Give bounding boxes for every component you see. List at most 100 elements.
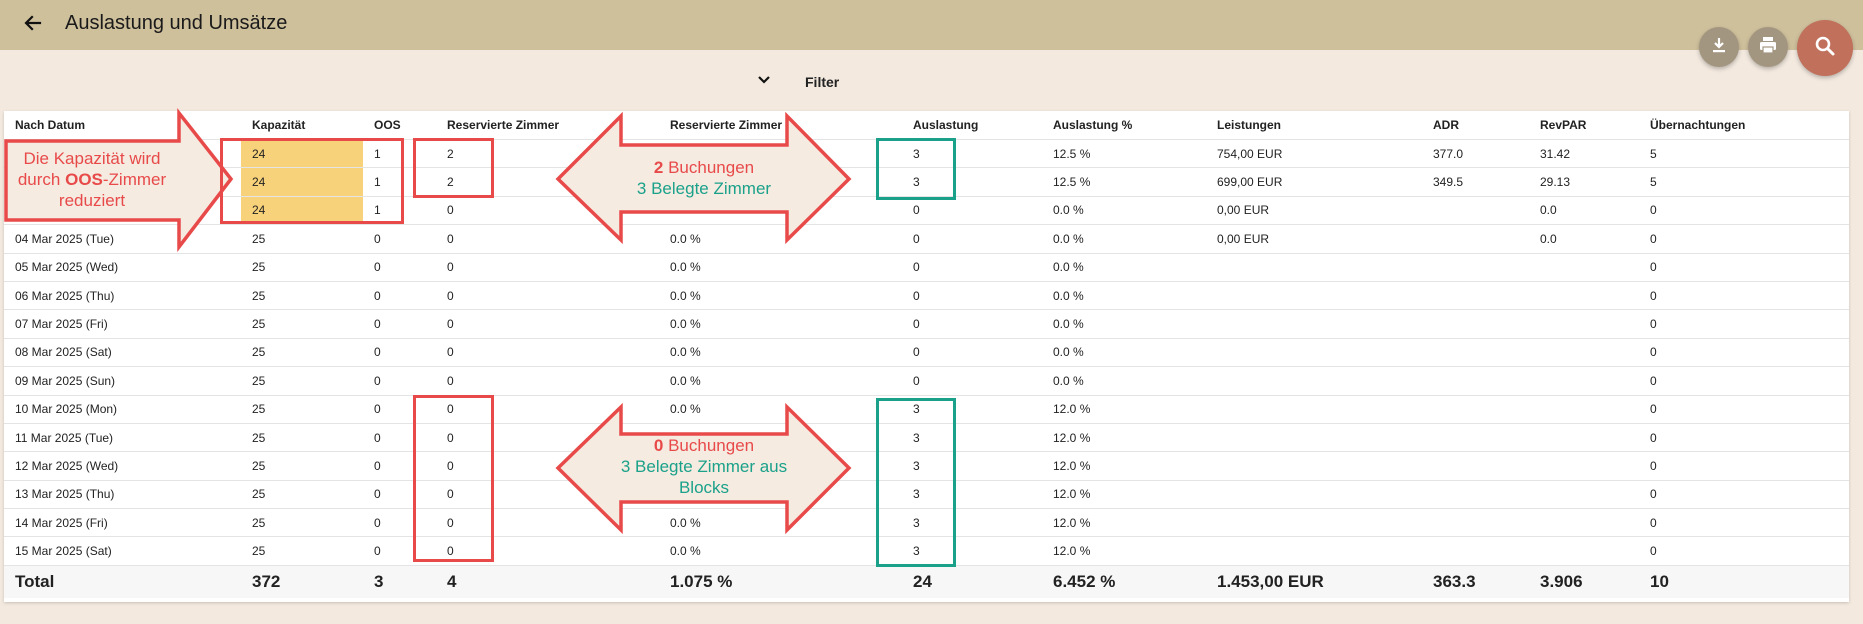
table-cell — [1422, 536, 1529, 566]
table-cell: 15 Mar 2025 (Sat) — [4, 536, 241, 566]
table-cell: 08 Mar 2025 (Sat) — [4, 338, 241, 368]
capacity-note: Die Kapazität wird durch OOS-Zimmer redu… — [17, 149, 167, 210]
total-cell: 4 — [436, 565, 659, 598]
table-cell: 0.0 % — [1042, 224, 1206, 254]
table-row: 07 Mar 2025 (Fri) 25 0 0 0.0 % 0 0.0 % 0 — [4, 309, 1849, 339]
table-cell — [1206, 451, 1422, 481]
table-cell: 0 — [1639, 366, 1849, 396]
table-cell — [1422, 395, 1529, 424]
back-button[interactable] — [18, 10, 48, 40]
table-cell — [1206, 366, 1422, 396]
table-cell — [1529, 451, 1639, 481]
table-cell: 25 — [241, 423, 363, 453]
table-cell: 12.0 % — [1042, 480, 1206, 510]
table-cell: 0 — [363, 281, 436, 311]
table-cell: 0 — [363, 309, 436, 339]
table-cell: 1 — [363, 167, 436, 197]
table-cell: 12.0 % — [1042, 451, 1206, 481]
table-cell: 0 — [902, 338, 1042, 368]
table-cell: 10 Mar 2025 (Mon) — [4, 395, 241, 424]
table-cell: 25 — [241, 508, 363, 538]
column-header[interactable]: Reservierte Zimmer % — [659, 111, 902, 140]
column-header[interactable]: Auslastung % — [1042, 111, 1206, 140]
column-header[interactable]: Kapazität — [241, 111, 363, 140]
column-header[interactable]: ADR — [1422, 111, 1529, 140]
table-cell — [1206, 423, 1422, 453]
table-cell: 0,00 EUR — [1206, 224, 1422, 254]
column-header[interactable]: Auslastung — [902, 111, 1042, 140]
table-cell: 0 — [902, 224, 1042, 254]
table-cell — [1422, 423, 1529, 453]
table-cell: 754,00 EUR — [1206, 139, 1422, 169]
table-cell: 0 — [902, 253, 1042, 282]
table-cell — [1206, 281, 1422, 311]
search-button[interactable] — [1797, 20, 1853, 76]
table-cell: 05 Mar 2025 (Wed) — [4, 253, 241, 282]
table-cell: 1 — [363, 139, 436, 169]
table-cell: 24 — [241, 139, 363, 169]
download-icon — [1709, 35, 1729, 60]
table-cell — [1422, 309, 1529, 339]
table-cell — [1422, 366, 1529, 396]
table-cell: 25 — [241, 480, 363, 510]
table-cell: 12.0 % — [1042, 536, 1206, 566]
table-cell — [1206, 338, 1422, 368]
table-cell: 0.0 % — [659, 366, 902, 396]
table-cell: 0 — [363, 451, 436, 481]
table-row: 08 Mar 2025 (Sat) 25 0 0 0.0 % 0 0.0 % 0 — [4, 338, 1849, 368]
table-cell: 12.0 % — [1042, 395, 1206, 424]
table-cell: 0 — [363, 338, 436, 368]
table-cell: 25 — [241, 309, 363, 339]
table-cell: 29.13 — [1529, 167, 1639, 197]
table-cell: 0.0 % — [659, 536, 902, 566]
table-cell: 0.0 % — [659, 309, 902, 339]
table-cell: 377.0 — [1422, 139, 1529, 169]
table-cell — [1422, 224, 1529, 254]
table-cell: 0 — [363, 480, 436, 510]
table-cell: 3 — [902, 480, 1042, 510]
table-cell: 0.0 % — [1042, 253, 1206, 282]
filter-toggle[interactable]: Filter — [755, 70, 839, 94]
column-header[interactable]: Übernachtungen — [1639, 111, 1849, 140]
table-cell: 25 — [241, 224, 363, 254]
table-cell — [1529, 309, 1639, 339]
table-cell: 0 — [436, 253, 659, 282]
column-header[interactable]: Nach Datum — [4, 111, 241, 140]
table-cell: 0 — [902, 196, 1042, 226]
total-cell: 6.452 % — [1042, 565, 1206, 598]
report-table: Nach Datum Kapazität OOS Reservierte Zimmer… — [4, 111, 1849, 598]
table-cell: 3 — [902, 167, 1042, 197]
total-cell: 3.906 — [1529, 565, 1639, 598]
column-header[interactable]: OOS — [363, 111, 436, 140]
table-cell — [1422, 281, 1529, 311]
table-cell: 0 — [436, 338, 659, 368]
print-button[interactable] — [1748, 27, 1788, 67]
table-cell: 699,00 EUR — [1206, 167, 1422, 197]
table-row: 15 Mar 2025 (Sat) 25 0 0 0.0 % 3 12.0 % 0 — [4, 536, 1849, 566]
table-cell — [1422, 508, 1529, 538]
table-cell — [1206, 395, 1422, 424]
table-cell: 0 — [1639, 338, 1849, 368]
table-cell: 0.0 % — [659, 224, 902, 254]
table-row: 09 Mar 2025 (Sun) 25 0 0 0.0 % 0 0.0 % 0 — [4, 366, 1849, 396]
table-cell: 0.0 % — [659, 253, 902, 282]
table-cell: 0 — [363, 536, 436, 566]
table-cell: 24 — [241, 167, 363, 197]
column-header[interactable]: RevPAR — [1529, 111, 1639, 140]
table-cell: 0 — [1639, 253, 1849, 282]
bottom-bookings-note: 0 Buchungen 3 Belegte Zimmer aus Blocks — [620, 436, 788, 497]
table-cell: 3 — [902, 508, 1042, 538]
total-cell: Total — [4, 565, 241, 598]
column-header[interactable]: Leistungen — [1206, 111, 1422, 140]
table-cell: 12.0 % — [1042, 508, 1206, 538]
download-button[interactable] — [1699, 27, 1739, 67]
table-cell — [1206, 536, 1422, 566]
table-cell: 06 Mar 2025 (Thu) — [4, 281, 241, 311]
table-cell — [1529, 480, 1639, 510]
table-row: 10 Mar 2025 (Mon) 25 0 0 0.0 % 3 12.0 % 0 — [4, 395, 1849, 424]
chevron-down-icon — [755, 71, 773, 94]
total-cell: 24 — [902, 565, 1042, 598]
table-cell: 0 — [436, 281, 659, 311]
table-cell: 11 Mar 2025 (Tue) — [4, 423, 241, 453]
